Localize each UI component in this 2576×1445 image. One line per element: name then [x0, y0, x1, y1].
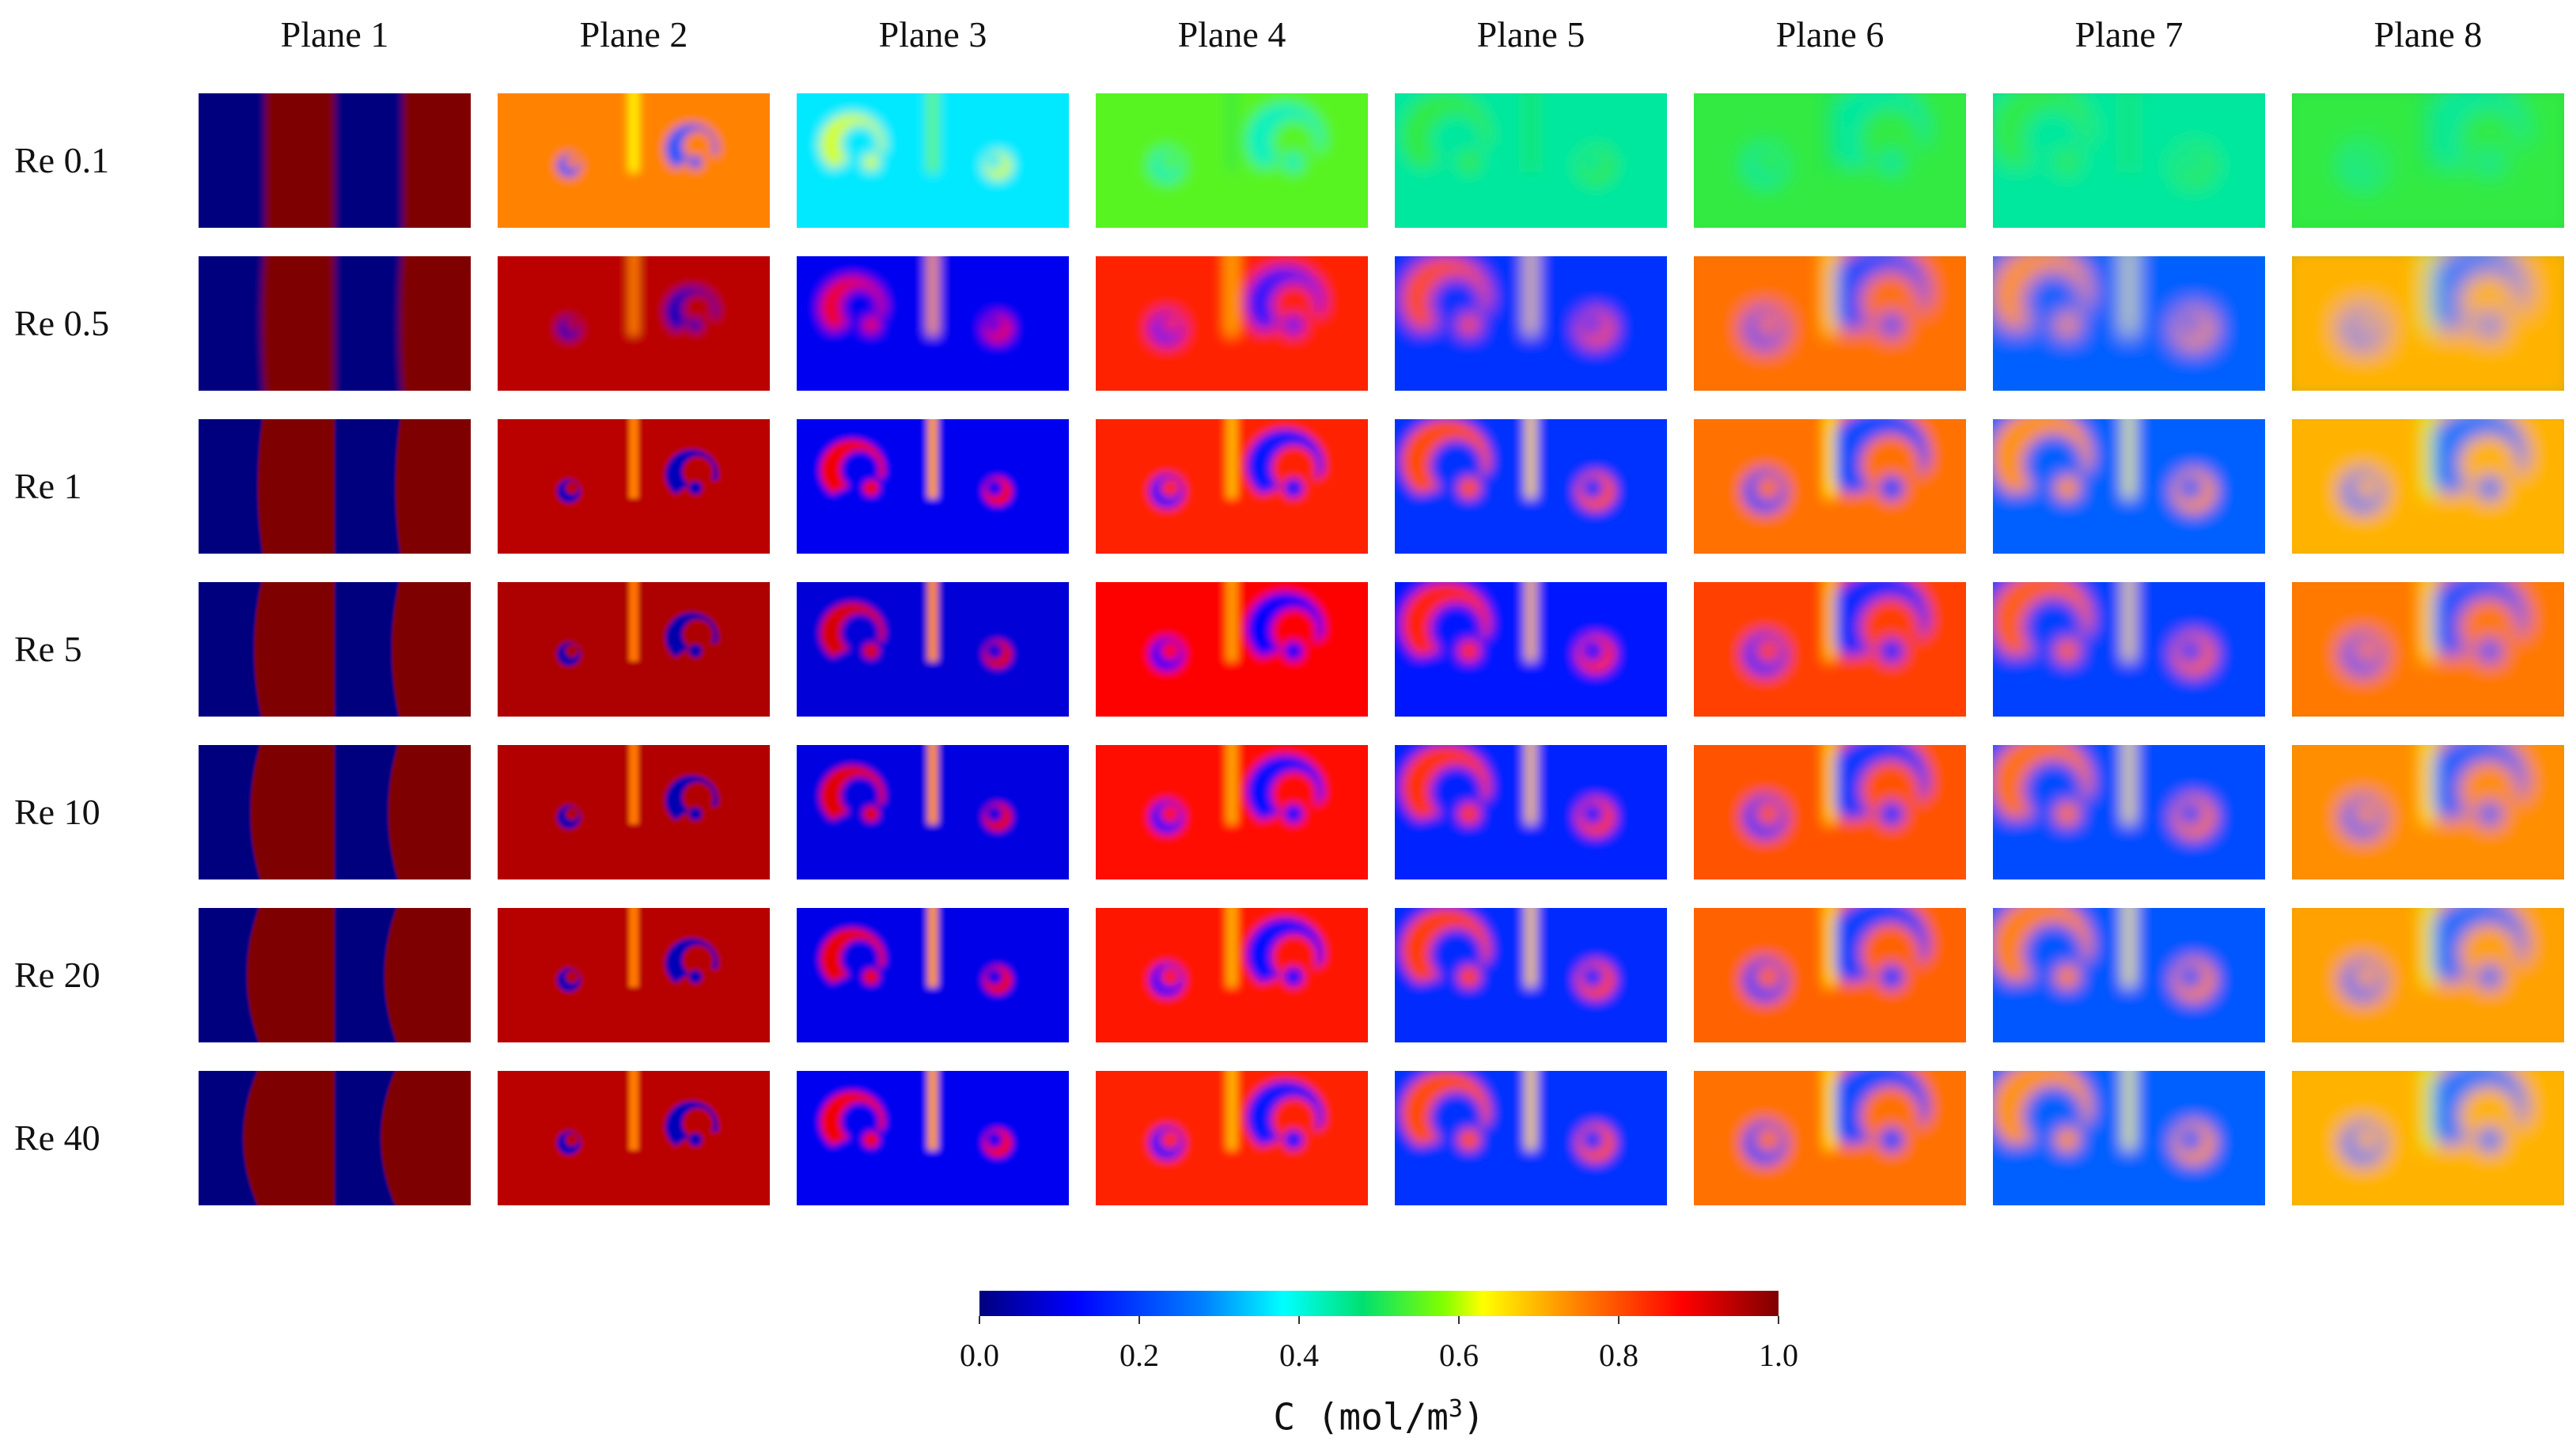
contour-panel-r2-c1 [199, 256, 471, 391]
column-label-7: Plane 7 [2074, 14, 2184, 55]
contour-panel-r7-c1 [199, 1071, 471, 1205]
contour-panel-r5-c1 [199, 745, 471, 879]
contour-panel-r1-c5 [1395, 93, 1667, 228]
contour-panel-r6-c3 [797, 908, 1069, 1042]
contour-panel-r1-c6 [1694, 93, 1966, 228]
contour-panel-r1-c3 [797, 93, 1069, 228]
contour-panel-r3-c2 [498, 419, 770, 554]
colorbar-tick-mark-3 [1458, 1316, 1460, 1324]
contour-panel-r3-c4 [1096, 419, 1368, 554]
contour-panel-r6-c5 [1395, 908, 1667, 1042]
colorbar-title: C (mol/m3) [1142, 1386, 1616, 1440]
colorbar-title-superscript: 3 [1448, 1395, 1463, 1423]
contour-panel-r4-c4 [1096, 582, 1368, 717]
contour-panel-r2-c5 [1395, 256, 1667, 391]
contour-panel-r5-c6 [1694, 745, 1966, 879]
contour-panel-r5-c5 [1395, 745, 1667, 879]
contour-panel-r4-c7 [1993, 582, 2265, 717]
contour-panel-r7-c7 [1993, 1071, 2265, 1205]
colorbar-tick-label-0: 0.0 [960, 1337, 999, 1373]
column-label-5: Plane 5 [1476, 14, 1585, 55]
contour-panel-r6-c1 [199, 908, 471, 1042]
contour-panel-r1-c7 [1993, 93, 2265, 228]
contour-panel-r6-c4 [1096, 908, 1368, 1042]
contour-panel-r5-c7 [1993, 745, 2265, 879]
contour-panel-r4-c6 [1694, 582, 1966, 717]
colorbar-tick-label-5: 1.0 [1759, 1337, 1798, 1373]
colorbar-tick-label-4: 0.8 [1599, 1337, 1638, 1373]
contour-panel-r2-c3 [797, 256, 1069, 391]
contour-panel-r3-c3 [797, 419, 1069, 554]
contour-panel-r7-c6 [1694, 1071, 1966, 1205]
column-label-4: Plane 4 [1177, 14, 1286, 55]
row-label-6: Re 20 [14, 955, 100, 995]
contour-panel-r6-c8 [2292, 908, 2564, 1042]
row-label-1: Re 0.1 [14, 140, 110, 180]
contour-panel-r2-c7 [1993, 256, 2265, 391]
colorbar-tick-mark-4 [1618, 1316, 1619, 1324]
contour-panel-r3-c1 [199, 419, 471, 554]
colorbar-tick-label-3: 0.6 [1439, 1337, 1479, 1373]
contour-panel-r5-c2 [498, 745, 770, 879]
contour-panel-r7-c3 [797, 1071, 1069, 1205]
colorbar-tick-mark-0 [979, 1316, 980, 1324]
contour-panel-r5-c8 [2292, 745, 2564, 879]
column-label-8: Plane 8 [2373, 14, 2483, 55]
contour-panel-r3-c8 [2292, 419, 2564, 554]
contour-panel-r2-c6 [1694, 256, 1966, 391]
contour-panel-r4-c3 [797, 582, 1069, 717]
contour-panel-r7-c2 [498, 1071, 770, 1205]
column-label-1: Plane 1 [280, 14, 389, 55]
contour-panel-r1-c2 [498, 93, 770, 228]
contour-panel-r5-c4 [1096, 745, 1368, 879]
colorbar-tick-mark-1 [1138, 1316, 1140, 1324]
contour-panel-r3-c7 [1993, 419, 2265, 554]
column-label-3: Plane 3 [878, 14, 987, 55]
colorbar-title-end: ) [1462, 1395, 1485, 1439]
contour-panel-r6-c2 [498, 908, 770, 1042]
contour-panel-r4-c8 [2292, 582, 2564, 717]
colorbar-tick-label-1: 0.2 [1119, 1337, 1159, 1373]
row-label-4: Re 5 [14, 629, 82, 669]
column-label-2: Plane 2 [579, 14, 688, 55]
colorbar [979, 1291, 1779, 1316]
contour-panel-r7-c5 [1395, 1071, 1667, 1205]
row-label-2: Re 0.5 [14, 303, 110, 343]
contour-panel-r7-c4 [1096, 1071, 1368, 1205]
contour-panel-r7-c8 [2292, 1071, 2564, 1205]
colorbar-tick-mark-5 [1778, 1316, 1779, 1324]
contour-panel-r1-c4 [1096, 93, 1368, 228]
contour-panel-r4-c5 [1395, 582, 1667, 717]
colorbar-title-main: C (mol/m [1273, 1395, 1449, 1439]
contour-panel-r2-c8 [2292, 256, 2564, 391]
row-label-5: Re 10 [14, 792, 100, 832]
contour-panel-r1-c8 [2292, 93, 2564, 228]
colorbar-tick-label-2: 0.4 [1279, 1337, 1319, 1373]
contour-panel-r1-c1 [199, 93, 471, 228]
column-label-6: Plane 6 [1775, 14, 1885, 55]
contour-panel-r5-c3 [797, 745, 1069, 879]
contour-panel-r2-c4 [1096, 256, 1368, 391]
row-label-3: Re 1 [14, 466, 82, 506]
contour-panel-r3-c5 [1395, 419, 1667, 554]
row-label-7: Re 40 [14, 1118, 100, 1158]
contour-panel-r4-c2 [498, 582, 770, 717]
contour-panel-r4-c1 [199, 582, 471, 717]
contour-panel-r6-c6 [1694, 908, 1966, 1042]
contour-panel-r6-c7 [1993, 908, 2265, 1042]
colorbar-tick-mark-2 [1298, 1316, 1300, 1324]
contour-panel-r2-c2 [498, 256, 770, 391]
contour-panel-r3-c6 [1694, 419, 1966, 554]
